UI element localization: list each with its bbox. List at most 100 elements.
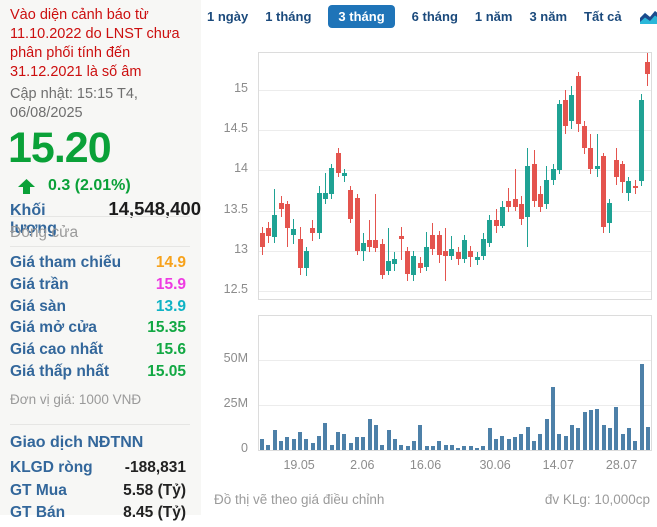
volume-bar [475,448,480,450]
candle-body [594,166,600,169]
row-value: 15.35 [147,319,186,337]
candle-body [443,250,449,256]
candle-body [392,258,398,265]
volume-bar [582,412,587,450]
volume-bar [626,428,631,450]
volume-bar [392,439,397,450]
volume-bar [532,441,537,450]
candle-body [424,246,430,267]
volume-bar [607,428,612,450]
session-status: Đóng cửa [10,224,79,241]
volume-bar [380,444,385,450]
price-unit-note: Đơn vị giá: 1000 VNĐ [10,392,142,407]
volume-gridline [259,360,651,361]
area-chart-icon[interactable] [639,8,657,25]
candle-wick [514,168,516,211]
divider [10,424,190,425]
volume-bar [601,424,606,450]
volume-bar [443,444,448,450]
chart-footnote-right: đv KLg: 10,000cp [544,492,650,507]
candle-body [461,240,467,259]
volume-bar [424,446,429,450]
row-value: 14.9 [155,254,186,271]
candlestick-chart[interactable] [258,52,652,300]
row-label: KLGD ròng [10,459,93,476]
candle-body [556,104,562,171]
price-gridline [259,290,651,292]
candle-body [639,100,645,181]
candle-wick [596,134,598,177]
price-gridline [259,130,651,132]
volume-value: 14,548,400 [108,198,201,219]
tab-tat-ca[interactable]: Tất cả [584,9,622,24]
volume-bar [323,423,328,450]
foreign-trading-rows: KLGD ròng -188,831 GT Mua 5.58 (Tỷ) GT Bán… [10,459,186,527]
candle-body [354,197,360,251]
candle-wick [400,226,402,261]
volume-chart[interactable] [258,315,652,451]
row-label: Giá cao nhất [10,341,104,359]
candle-body [329,167,335,195]
volume-bar [557,433,562,450]
last-price: 15.20 [8,124,112,172]
candle-body [487,220,493,243]
price-gridline [259,170,651,172]
price-axis-label: 13 [234,241,248,256]
tab-3-nam[interactable]: 3 năm [529,9,568,24]
row-label: Giá mở cửa [10,319,97,337]
volume-bar [487,428,492,450]
tab-3-thang[interactable]: 3 tháng [328,5,395,28]
date-axis-label: 30.06 [479,458,511,472]
volume-bar [645,426,650,450]
volume-bar [336,432,341,450]
candle-body [506,200,512,207]
volume-axis-label: 0 [241,441,248,455]
date-axis-label: 28.07 [605,458,638,472]
volume-bar [563,435,568,450]
volume-bar [462,446,467,450]
candle-body [436,235,442,255]
volume-bar [569,424,574,450]
volume-bar [399,444,404,450]
volume-bar [291,439,296,450]
tab-6-thang[interactable]: 6 tháng [411,9,458,24]
tab-1-ngay[interactable]: 1 ngày [207,9,249,24]
volume-axis-label: 25M [223,396,248,410]
tab-1-nam[interactable]: 1 năm [474,9,513,24]
candle-body [582,126,588,148]
volume-bar [310,442,315,450]
table-row: Giá cao nhất 15.6 [10,341,186,363]
volume-bar [348,442,353,450]
price-change-value: 0.3 (2.01%) [48,177,131,194]
volume-bar [633,441,638,450]
divider [10,246,190,247]
candle-body [455,252,461,259]
candle-wick [508,188,510,213]
candle-body [626,180,632,193]
table-row: Giá trần 15.9 [10,276,186,298]
candle-body [512,198,518,207]
tab-1-thang[interactable]: 1 tháng [265,9,312,24]
candle-body [278,202,284,209]
foreign-trading-title: Giao dịch NĐTNN [10,434,144,451]
candle-body [272,214,278,238]
volume-bar [285,437,290,450]
row-label: Giá trần [10,275,69,293]
price-axis-label: 12.5 [223,281,248,296]
volume-bar [525,426,530,450]
volume-bar [298,432,303,450]
candle-body [544,180,550,205]
candle-body [468,250,474,258]
candle-body [499,206,505,226]
volume-bar [614,406,619,450]
row-label: GT Bán [10,504,66,521]
warning-text: Vào diện cảnh báo từ 11.10.2022 do LNST … [10,7,180,81]
row-value: 13.9 [155,297,186,315]
candle-body [265,228,271,237]
volume-bar [437,441,442,450]
volume-bar [304,439,309,450]
volume-bar [576,428,581,450]
candle-body [284,204,290,229]
date-axis-label: 2.06 [350,458,375,472]
table-row: Giá mở cửa 15.35 [10,319,186,341]
